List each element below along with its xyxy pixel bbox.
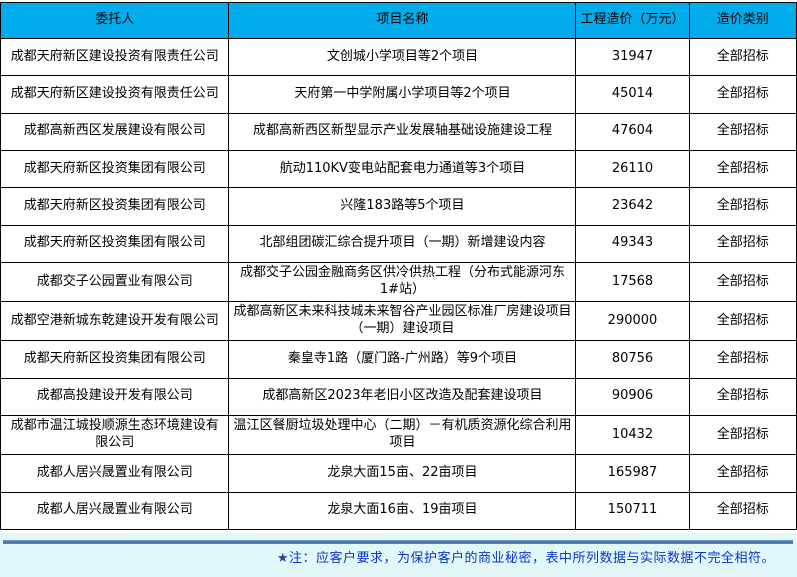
table-row: 成都天府新区投资集团有限公司 航动110KV变电站配套电力通道等3个项目 261… [0, 149, 797, 189]
header-cost: 工程造价（万元） [575, 2, 690, 39]
table-row: 成都空港新城东乾建设开发有限公司 成都高新区未来科技城未来智谷产业园区标准厂房建… [0, 301, 797, 342]
cost-cell: 49343 [575, 224, 690, 263]
header-project: 项目名称 [228, 2, 577, 39]
cost-cell: 165987 [575, 454, 690, 493]
project-cell: 龙泉大面15亩、22亩项目 [228, 454, 577, 493]
divider-bar [3, 540, 793, 544]
project-cell: 文创城小学项目等2个项目 [228, 37, 577, 77]
disclaimer-text: 注：应客户要求，为保护客户的商业秘密，表中所列数据与实际数据不完全相符。 [288, 551, 775, 566]
header-client: 委托人 [0, 2, 230, 39]
table-row: 成都天府新区建设投资有限责任公司 天府第一中学附属小学项目等2个项目 45014… [0, 75, 797, 114]
cost-cell: 47604 [575, 112, 690, 151]
category-cell: 全部招标 [688, 187, 797, 226]
category-cell: 全部招标 [688, 37, 797, 77]
project-cell: 温江区餐厨垃圾处理中心（二期）－有机质资源化综合利用项目 [228, 415, 577, 456]
project-cell: 航动110KV变电站配套电力通道等3个项目 [228, 149, 577, 189]
project-cell: 成都高新区2023年老旧小区改造及配套建设项目 [228, 377, 577, 417]
cost-cell: 290000 [575, 301, 690, 342]
table-row: 成都人居兴晟置业有限公司 龙泉大面15亩、22亩项目 165987 全部招标 [0, 454, 797, 493]
category-cell: 全部招标 [688, 149, 797, 189]
cost-cell: 80756 [575, 340, 690, 379]
category-cell: 全部招标 [688, 301, 797, 342]
table-header: 委托人 项目名称 工程造价（万元） 造价类别 [0, 2, 797, 39]
client-cell: 成都人居兴晟置业有限公司 [0, 491, 230, 531]
star-icon: ★ [276, 551, 289, 566]
table-row: 成都人居兴晟置业有限公司 龙泉大面16亩、19亩项目 150711 全部招标 [0, 491, 797, 531]
cost-cell: 26110 [575, 149, 690, 189]
cost-cell: 45014 [575, 75, 690, 114]
client-cell: 成都高新西区发展建设有限公司 [0, 112, 230, 151]
client-cell: 成都天府新区投资集团有限公司 [0, 187, 230, 226]
cost-cell: 31947 [575, 37, 690, 77]
client-cell: 成都天府新区投资集团有限公司 [0, 340, 230, 379]
project-cell: 天府第一中学附属小学项目等2个项目 [228, 75, 577, 114]
header-row: 委托人 项目名称 工程造价（万元） 造价类别 [0, 2, 797, 39]
category-cell: 全部招标 [688, 454, 797, 493]
projects-table: 委托人 项目名称 工程造价（万元） 造价类别 成都天府新区建设投资有限责任公司 … [0, 2, 797, 531]
client-cell: 成都交子公园置业有限公司 [0, 261, 230, 303]
project-cell: 龙泉大面16亩、19亩项目 [228, 491, 577, 531]
cost-cell: 10432 [575, 415, 690, 456]
table-row: 成都天府新区建设投资有限责任公司 文创城小学项目等2个项目 31947 全部招标 [0, 37, 797, 77]
category-cell: 全部招标 [688, 112, 797, 151]
table-row: 成都天府新区投资集团有限公司 北部组团碳汇综合提升项目（一期）新增建设内容 49… [0, 224, 797, 263]
footer-band: ★注：应客户要求，为保护客户的商业秘密，表中所列数据与实际数据不完全相符。 [0, 533, 797, 577]
cost-cell: 150711 [575, 491, 690, 531]
project-cell: 成都高新西区新型显示产业发展轴基础设施建设工程 [228, 112, 577, 151]
client-cell: 成都市温江城投顺源生态环境建设有限公司 [0, 415, 230, 456]
client-cell: 成都空港新城东乾建设开发有限公司 [0, 301, 230, 342]
category-cell: 全部招标 [688, 75, 797, 114]
table-row: 成都市温江城投顺源生态环境建设有限公司 温江区餐厨垃圾处理中心（二期）－有机质资… [0, 415, 797, 456]
category-cell: 全部招标 [688, 491, 797, 531]
cost-cell: 90906 [575, 377, 690, 417]
cost-cell: 17568 [575, 261, 690, 303]
client-cell: 成都高投建设开发有限公司 [0, 377, 230, 417]
project-cell: 成都高新区未来科技城未来智谷产业园区标准厂房建设项目（一期）建设项目 [228, 301, 577, 342]
category-cell: 全部招标 [688, 261, 797, 303]
client-cell: 成都天府新区投资集团有限公司 [0, 149, 230, 189]
project-cell: 北部组团碳汇综合提升项目（一期）新增建设内容 [228, 224, 577, 263]
client-cell: 成都天府新区建设投资有限责任公司 [0, 75, 230, 114]
project-cell: 成都交子公园金融商务区供冷供热工程（分布式能源河东1#站） [228, 261, 577, 303]
category-cell: 全部招标 [688, 415, 797, 456]
project-cell: 兴隆183路等5个项目 [228, 187, 577, 226]
header-category: 造价类别 [688, 2, 797, 39]
client-cell: 成都人居兴晟置业有限公司 [0, 454, 230, 493]
category-cell: 全部招标 [688, 224, 797, 263]
category-cell: 全部招标 [688, 377, 797, 417]
table-row: 成都天府新区投资集团有限公司 秦皇寺1路（厦门路-广州路）等9个项目 80756… [0, 340, 797, 379]
client-cell: 成都天府新区投资集团有限公司 [0, 224, 230, 263]
cost-cell: 23642 [575, 187, 690, 226]
table-body: 成都天府新区建设投资有限责任公司 文创城小学项目等2个项目 31947 全部招标… [0, 37, 797, 531]
table-row: 成都天府新区投资集团有限公司 兴隆183路等5个项目 23642 全部招标 [0, 187, 797, 226]
category-cell: 全部招标 [688, 340, 797, 379]
project-cell: 秦皇寺1路（厦门路-广州路）等9个项目 [228, 340, 577, 379]
disclaimer-note: ★注：应客户要求，为保护客户的商业秘密，表中所列数据与实际数据不完全相符。 [0, 547, 797, 566]
table-row: 成都交子公园置业有限公司 成都交子公园金融商务区供冷供热工程（分布式能源河东1#… [0, 261, 797, 303]
table-row: 成都高投建设开发有限公司 成都高新区2023年老旧小区改造及配套建设项目 909… [0, 377, 797, 417]
table-row: 成都高新西区发展建设有限公司 成都高新西区新型显示产业发展轴基础设施建设工程 4… [0, 112, 797, 151]
client-cell: 成都天府新区建设投资有限责任公司 [0, 37, 230, 77]
